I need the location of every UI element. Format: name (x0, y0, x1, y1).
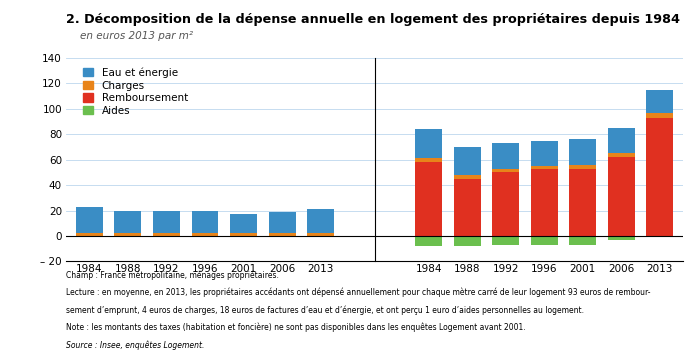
Text: Note : les montants des taxes (habitation et foncière) ne sont pas disponibles d: Note : les montants des taxes (habitatio… (66, 323, 526, 332)
Bar (492, 172, 519, 236)
Bar (114, 211, 141, 233)
Bar (608, 153, 635, 157)
Bar (415, 129, 442, 158)
Bar (153, 211, 180, 233)
Text: Lecture : en moyenne, en 2013, les propriétaires accédants ont dépensé annuellem: Lecture : en moyenne, en 2013, les propr… (66, 288, 651, 297)
Bar (608, 236, 635, 240)
Bar (454, 175, 481, 179)
Bar (531, 168, 558, 236)
Bar (492, 143, 519, 168)
Bar (569, 168, 597, 236)
Bar (415, 158, 442, 162)
Bar (307, 209, 334, 233)
Text: Source : Insee, enquêtes Logement.: Source : Insee, enquêtes Logement. (66, 340, 205, 350)
Bar (646, 113, 673, 118)
Bar (608, 128, 635, 153)
Bar (531, 140, 558, 166)
Bar (268, 233, 296, 236)
Bar (454, 147, 481, 175)
Bar (230, 233, 257, 236)
Bar (230, 214, 257, 233)
Bar (569, 165, 597, 168)
Bar (415, 236, 442, 246)
Text: sement d’emprunt, 4 euros de charges, 18 euros de factures d’eau et d’énergie, e: sement d’emprunt, 4 euros de charges, 18… (66, 305, 584, 315)
Bar (531, 236, 558, 245)
Bar (454, 179, 481, 236)
Bar (76, 207, 103, 233)
Bar (76, 233, 103, 236)
Bar (569, 139, 597, 165)
Bar (608, 157, 635, 236)
Bar (646, 118, 673, 236)
Bar (153, 233, 180, 236)
Bar (192, 211, 218, 233)
Text: Champ : France métropolitaine, ménages propriétaires.: Champ : France métropolitaine, ménages p… (66, 270, 279, 280)
Bar (454, 236, 481, 246)
Text: 2. Décomposition de la dépense annuelle en logement des propriétaires depuis 198: 2. Décomposition de la dépense annuelle … (66, 13, 680, 26)
Bar (268, 212, 296, 233)
Bar (531, 166, 558, 168)
Bar (307, 233, 334, 236)
Bar (569, 236, 597, 245)
Bar (492, 236, 519, 245)
Bar (646, 90, 673, 113)
Bar (415, 162, 442, 236)
Bar (492, 168, 519, 172)
Bar (114, 233, 141, 236)
Bar (192, 233, 218, 236)
Bar (646, 236, 673, 237)
Legend: Eau et énergie, Charges, Remboursement, Aides: Eau et énergie, Charges, Remboursement, … (81, 65, 190, 118)
Text: en euros 2013 par m²: en euros 2013 par m² (80, 31, 193, 41)
